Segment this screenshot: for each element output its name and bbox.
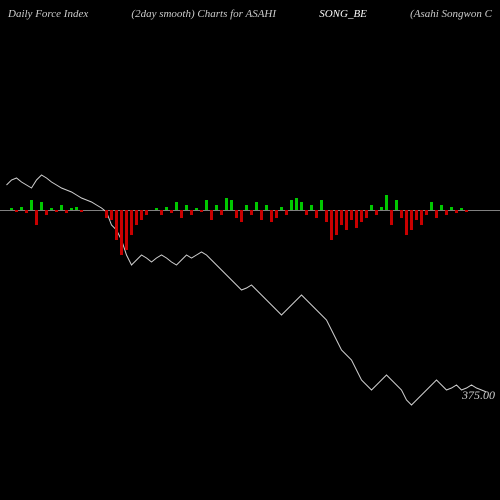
force-bar [110, 210, 113, 220]
force-bar [300, 202, 303, 210]
force-bar [155, 208, 158, 210]
force-bar [30, 200, 33, 210]
title-center-right: SONG_BE [319, 8, 367, 20]
force-bar [135, 210, 138, 225]
force-bar [440, 205, 443, 210]
force-bar [290, 200, 293, 210]
force-bar [380, 207, 383, 210]
force-bar [175, 202, 178, 210]
force-bar [460, 208, 463, 210]
force-bar [360, 210, 363, 222]
force-bar [65, 210, 68, 213]
force-bar [140, 210, 143, 220]
force-bar [295, 198, 298, 210]
force-bar [15, 210, 18, 212]
force-bar [215, 205, 218, 210]
force-bar [285, 210, 288, 215]
title-left: Daily Force Index [8, 8, 88, 20]
force-bar [170, 210, 173, 213]
force-bar [355, 210, 358, 228]
force-bar [160, 210, 163, 215]
force-bar [20, 207, 23, 210]
force-bar [320, 200, 323, 210]
chart-header: Daily Force Index (2day smooth) Charts f… [0, 8, 500, 20]
force-bar [25, 210, 28, 213]
chart-area: 375.00 [0, 30, 500, 480]
force-bar [245, 205, 248, 210]
force-bar [200, 210, 203, 212]
force-bar [55, 210, 58, 212]
force-bar [325, 210, 328, 222]
force-bar [70, 208, 73, 210]
force-bar [105, 210, 108, 218]
force-bar [405, 210, 408, 235]
force-bar [120, 210, 123, 255]
force-bar [435, 210, 438, 218]
force-bar [260, 210, 263, 220]
force-bar [400, 210, 403, 218]
force-bar [335, 210, 338, 235]
force-bar [305, 210, 308, 215]
force-bar [390, 210, 393, 225]
force-bar [375, 210, 378, 215]
force-bar [225, 198, 228, 210]
force-bar [425, 210, 428, 215]
force-bar [315, 210, 318, 218]
title-right: (Asahi Songwon C [410, 8, 492, 20]
force-bar [350, 210, 353, 220]
force-bar [180, 210, 183, 218]
force-bar [185, 205, 188, 210]
force-bar [220, 210, 223, 215]
force-bar [465, 210, 468, 212]
force-bar [80, 210, 83, 212]
force-bar [60, 205, 63, 210]
force-bar [365, 210, 368, 218]
force-bar [250, 210, 253, 215]
force-bar [410, 210, 413, 230]
force-bar [345, 210, 348, 230]
force-bar [210, 210, 213, 220]
price-line-svg [0, 30, 500, 480]
force-bar [115, 210, 118, 240]
force-bar [415, 210, 418, 220]
force-bar [130, 210, 133, 235]
force-bar [240, 210, 243, 222]
force-bar [145, 210, 148, 215]
force-bar [340, 210, 343, 225]
force-bar [10, 208, 13, 210]
force-bar [450, 207, 453, 210]
force-bar [45, 210, 48, 215]
force-bar [420, 210, 423, 225]
force-bar [370, 205, 373, 210]
force-bar [205, 200, 208, 210]
force-bar [280, 207, 283, 210]
force-bar [385, 195, 388, 210]
price-label: 375.00 [462, 388, 495, 403]
force-bar [430, 202, 433, 210]
force-bar [40, 202, 43, 210]
force-bar [190, 210, 193, 215]
force-bar [125, 210, 128, 250]
force-bar [330, 210, 333, 240]
force-bar [445, 210, 448, 215]
force-bar [455, 210, 458, 213]
force-bar [230, 200, 233, 210]
force-bar [50, 208, 53, 210]
force-bar [265, 205, 268, 210]
force-bar [255, 202, 258, 210]
title-center-left: (2day smooth) Charts for ASAHI [131, 8, 276, 20]
force-bar [195, 208, 198, 210]
force-bar [235, 210, 238, 218]
force-bar [270, 210, 273, 222]
force-bar [35, 210, 38, 225]
force-bar [275, 210, 278, 218]
force-bar [165, 207, 168, 210]
force-bar [395, 200, 398, 210]
force-bar [310, 205, 313, 210]
force-bar [75, 207, 78, 210]
